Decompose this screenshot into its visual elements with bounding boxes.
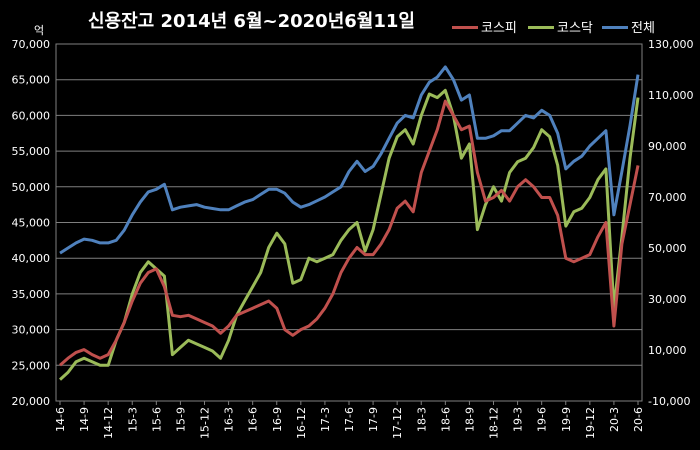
- x-tick-label: 19-6: [536, 407, 549, 432]
- series-line-total: [59, 65, 640, 255]
- x-tick-label: 20-6: [632, 407, 645, 432]
- left-tick-label: 50,000: [12, 181, 51, 194]
- legend-label-total: 전체: [631, 21, 655, 36]
- x-tick-label: 14-6: [54, 407, 67, 432]
- right-tick-label: 130,000: [648, 38, 694, 51]
- left-tick-label: 25,000: [12, 359, 51, 372]
- legend-label-kosdaq: 코스닥: [557, 21, 593, 36]
- left-axis-unit: 억: [34, 24, 44, 37]
- x-tick-label: 17-9: [367, 407, 380, 432]
- right-tick-label: 70,000: [648, 191, 687, 204]
- x-tick-label: 17-12: [391, 407, 404, 439]
- x-tick-label: 14-12: [102, 407, 115, 439]
- left-tick-label: 70,000: [12, 38, 51, 51]
- x-tick-label: 18-6: [439, 407, 452, 432]
- right-tick-label: 30,000: [648, 293, 687, 306]
- x-tick-label: 16-3: [223, 407, 236, 432]
- x-tick-label: 14-9: [78, 407, 91, 432]
- left-tick-label: 35,000: [12, 288, 51, 301]
- left-tick-label: 55,000: [12, 145, 51, 158]
- legend-swatch-kosdaq: [528, 26, 554, 29]
- left-tick-label: 60,000: [12, 109, 51, 122]
- series-layer: [58, 65, 640, 381]
- x-tick-label: 19-3: [512, 407, 525, 432]
- series-line-kospi: [59, 99, 640, 367]
- legend-label-kospi: 코스피: [481, 21, 517, 36]
- x-tick-label: 18-9: [463, 407, 476, 432]
- left-tick-label: 30,000: [12, 324, 51, 337]
- x-tick-label: 19-12: [584, 407, 597, 439]
- x-axis: 14-6 14-9 14-12 15-3 15-6 15-9 15-12 16-3 16-6 16…: [54, 401, 645, 439]
- left-tick-label: 40,000: [12, 252, 51, 265]
- right-tick-label: 50,000: [648, 242, 687, 255]
- x-tick-label: 20-3: [608, 407, 621, 432]
- legend: 코스피 코스닥 전체: [452, 21, 655, 36]
- right-tick-label: -10,000: [648, 395, 690, 408]
- right-tick-label: 10,000: [648, 344, 687, 357]
- x-tick-label: 15-6: [150, 407, 163, 432]
- x-tick-label: 15-3: [126, 407, 139, 432]
- x-tick-label: 16-12: [295, 407, 308, 439]
- right-y-axis: -10,000 10,000 30,000 50,000 70,000 90,000 110…: [648, 38, 694, 408]
- x-tick-label: 17-6: [343, 407, 356, 432]
- chart-title: 신용잔고 2014년 6월~2020년6월11일: [88, 11, 415, 32]
- left-tick-label: 65,000: [12, 74, 51, 87]
- x-tick-label: 17-3: [319, 407, 332, 432]
- x-tick-label: 16-6: [247, 407, 260, 432]
- x-tick-label: 18-3: [415, 407, 428, 432]
- x-tick-label: 19-9: [560, 407, 573, 432]
- right-tick-label: 110,000: [648, 89, 694, 102]
- right-tick-label: 90,000: [648, 140, 687, 153]
- x-tick-label: 16-9: [271, 407, 284, 432]
- x-tick-label: 15-9: [174, 407, 187, 432]
- legend-swatch-kospi: [452, 26, 478, 29]
- left-tick-label: 20,000: [12, 395, 51, 408]
- legend-swatch-total: [602, 26, 628, 29]
- left-y-axis: 20,000 25,000 30,000 35,000 40,000 45,000 50,0…: [12, 38, 51, 408]
- left-tick-label: 45,000: [12, 217, 51, 230]
- x-tick-label: 18-12: [488, 407, 501, 439]
- x-tick-label: 15-12: [199, 407, 212, 439]
